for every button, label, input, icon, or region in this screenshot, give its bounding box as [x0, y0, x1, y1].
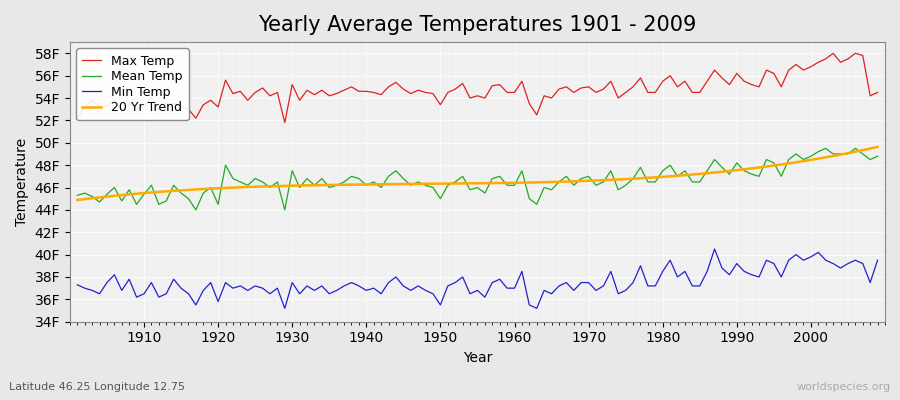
Max Temp	[606, 79, 616, 84]
20 Yr Trend	[548, 180, 559, 184]
X-axis label: Year: Year	[463, 351, 492, 365]
Max Temp	[509, 90, 520, 95]
Max Temp	[346, 84, 357, 89]
Min Temp	[131, 295, 142, 300]
Line: 20 Yr Trend: 20 Yr Trend	[77, 147, 878, 200]
Text: worldspecies.org: worldspecies.org	[796, 382, 891, 392]
Max Temp	[72, 115, 83, 120]
Mean Temp	[872, 154, 883, 158]
20 Yr Trend	[72, 198, 83, 202]
Mean Temp	[302, 176, 312, 181]
Min Temp	[606, 269, 616, 274]
Min Temp	[346, 280, 357, 285]
Max Temp	[302, 88, 312, 93]
Min Temp	[302, 284, 312, 288]
20 Yr Trend	[872, 144, 883, 149]
Max Temp	[131, 107, 142, 112]
Legend: Max Temp, Mean Temp, Min Temp, 20 Yr Trend: Max Temp, Mean Temp, Min Temp, 20 Yr Tre…	[76, 48, 189, 120]
20 Yr Trend	[545, 180, 556, 184]
Mean Temp	[72, 193, 83, 198]
Max Temp	[517, 79, 527, 84]
Mean Temp	[517, 168, 527, 173]
Max Temp	[828, 51, 839, 56]
Min Temp	[279, 306, 290, 311]
Max Temp	[872, 90, 883, 95]
Max Temp	[279, 120, 290, 125]
Min Temp	[509, 286, 520, 290]
20 Yr Trend	[746, 166, 757, 171]
Text: Latitude 46.25 Longitude 12.75: Latitude 46.25 Longitude 12.75	[9, 382, 185, 392]
20 Yr Trend	[75, 197, 86, 202]
Y-axis label: Temperature: Temperature	[15, 138, 29, 226]
Line: Mean Temp: Mean Temp	[77, 148, 878, 210]
Mean Temp	[131, 202, 142, 207]
20 Yr Trend	[562, 179, 572, 184]
Min Temp	[72, 282, 83, 287]
Min Temp	[709, 247, 720, 252]
Min Temp	[872, 258, 883, 263]
Line: Min Temp: Min Temp	[77, 249, 878, 308]
Mean Temp	[346, 174, 357, 179]
Mean Temp	[509, 183, 520, 188]
Mean Temp	[820, 146, 831, 151]
Line: Max Temp: Max Temp	[77, 53, 878, 123]
Mean Temp	[191, 208, 202, 212]
20 Yr Trend	[797, 159, 808, 164]
Min Temp	[517, 269, 527, 274]
Title: Yearly Average Temperatures 1901 - 2009: Yearly Average Temperatures 1901 - 2009	[258, 15, 697, 35]
Mean Temp	[606, 168, 616, 173]
